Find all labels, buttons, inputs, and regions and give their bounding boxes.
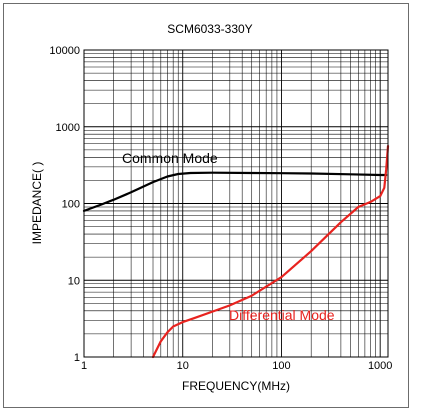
series-line-differential-mode xyxy=(151,145,390,359)
x-tick-label: 1000 xyxy=(368,360,392,372)
y-axis-label: IMPEDANCE( ) xyxy=(30,162,44,245)
y-tick-label: 1 xyxy=(74,352,80,364)
chart-title: SCM6033-330Y xyxy=(167,22,252,36)
impedance-chart: SCM6033-330Y Common Mode Differential Mo… xyxy=(30,22,392,393)
x-axis-label: FREQUENCY(MHz) xyxy=(182,379,290,393)
x-tick-label: 100 xyxy=(272,360,290,372)
y-tick-label: 10000 xyxy=(49,45,80,57)
plot-border xyxy=(83,49,389,358)
y-tick-label: 1000 xyxy=(56,122,80,134)
chart-frame: SCM6033-330Y Common Mode Differential Mo… xyxy=(3,3,409,408)
series-line-common-mode xyxy=(82,171,388,212)
series-label-differential-mode: Differential Mode xyxy=(229,307,335,323)
tick-label-layer: 1 10 100 1000 1 10 100 1000 10000 xyxy=(49,45,392,372)
x-tick-label: 10 xyxy=(177,360,189,372)
y-tick-label: 100 xyxy=(62,199,80,211)
x-tick-label: 1 xyxy=(81,360,87,372)
series-layer xyxy=(82,145,390,359)
grid-layer xyxy=(83,50,388,358)
series-label-common-mode: Common Mode xyxy=(122,150,218,166)
y-tick-label: 10 xyxy=(68,275,80,287)
